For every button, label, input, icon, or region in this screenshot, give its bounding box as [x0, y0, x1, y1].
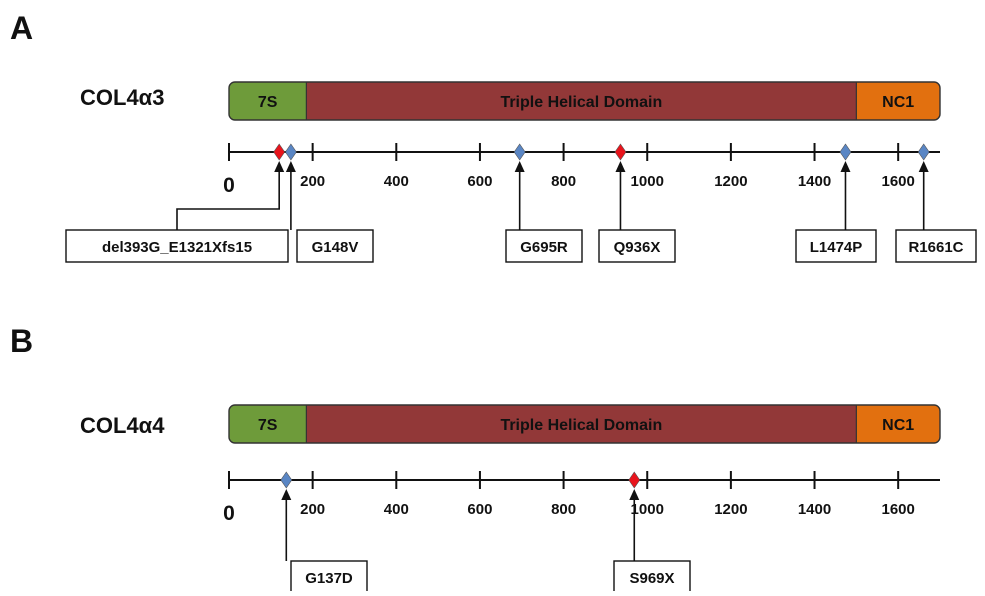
mutation-g137d: G137D: [280, 471, 368, 594]
tick-label: 1400: [798, 501, 831, 518]
mutation-label: L1474P: [810, 239, 863, 256]
domain-triple-helical: [306, 405, 857, 443]
position-axis: 200 400 600 800 1000 1200 1400 1600 0: [223, 143, 940, 197]
tick-label: 600: [467, 501, 492, 518]
mutation-del393g_e1321xfs15: del393G_E1321Xfs15: [65, 143, 289, 263]
protein-name: COL4α3: [80, 85, 164, 110]
tick-label: 200: [300, 173, 325, 190]
mutation-arrow: [918, 161, 929, 230]
mutation-marker: [280, 471, 293, 489]
zero-label: 0: [223, 502, 235, 525]
domain-7s: [229, 82, 307, 120]
mutation-r1661c: R1661C: [895, 143, 977, 263]
tick-label: 1000: [631, 173, 664, 190]
mutation-label: G137D: [305, 570, 353, 587]
domain-nc1: [856, 82, 940, 120]
tick-label: 600: [467, 173, 492, 190]
domain-7s: [229, 405, 307, 443]
mutation-arrow: [281, 489, 292, 561]
mutation-arrow: [285, 161, 296, 230]
domain-label: 7S: [258, 417, 278, 434]
domain-bar: 7S Triple Helical Domain NC1: [228, 81, 941, 121]
mutation-marker: [614, 143, 627, 161]
mutation-marker: [839, 143, 852, 161]
mutation-label: G148V: [312, 239, 359, 256]
mutation-l1474p: L1474P: [795, 143, 877, 263]
domain-label: 7S: [258, 94, 278, 111]
panel-letter: A: [10, 10, 33, 46]
mutation-label: S969X: [629, 570, 674, 587]
tick-label: 1600: [881, 501, 914, 518]
mutation-label: Q936X: [614, 239, 661, 256]
domain-nc1: [856, 405, 940, 443]
tick-label: 800: [551, 501, 576, 518]
panel-letter: B: [10, 323, 33, 359]
mutation-arrow: [176, 161, 285, 230]
mutation-label-box: [613, 560, 691, 594]
mutation-marker: [628, 471, 641, 489]
tick-label: 1200: [714, 173, 747, 190]
tick-label: 1400: [798, 173, 831, 190]
mutation-label-box: [296, 229, 374, 263]
panel-b: B COL4α4 7S Triple Helical Domain NC1 200 400 6…: [10, 323, 941, 594]
domain-bar: 7S Triple Helical Domain NC1: [228, 404, 941, 444]
mutation-arrow: [629, 489, 640, 561]
tick-label: 400: [384, 173, 409, 190]
tick-label: 1600: [881, 173, 914, 190]
mutation-label: R1661C: [908, 239, 963, 256]
mutation-marker: [513, 143, 526, 161]
tick-label: 1000: [631, 501, 664, 518]
mutation-marker: [917, 143, 930, 161]
tick-label: 800: [551, 173, 576, 190]
position-axis: 200 400 600 800 1000 1200 1400 1600 0: [223, 471, 940, 525]
mutation-marker: [285, 143, 297, 161]
mutation-g695r: G695R: [505, 143, 583, 263]
domain-label: Triple Helical Domain: [500, 417, 662, 434]
mutation-arrow: [514, 161, 525, 230]
tick-label: 200: [300, 501, 325, 518]
protein-name: COL4α4: [80, 413, 165, 438]
mutation-label-box: [65, 229, 289, 263]
panel-a: A COL4α3 7S Triple Helical Domain NC1 200 400 6…: [10, 10, 977, 263]
mutation-g148v: G148V: [285, 143, 374, 263]
mutation-s969x: S969X: [613, 471, 691, 594]
mutation-arrow: [615, 161, 626, 230]
mutation-marker: [273, 143, 286, 161]
domain-label: NC1: [882, 417, 914, 434]
mutation-label: G695R: [520, 239, 568, 256]
mutation-label-box: [895, 229, 977, 263]
mutation-label: del393G_E1321Xfs15: [102, 239, 252, 256]
mutation-q936x: Q936X: [598, 143, 676, 263]
domain-triple-helical: [306, 82, 857, 120]
domain-label: Triple Helical Domain: [500, 94, 662, 111]
tick-label: 400: [384, 501, 409, 518]
mutation-label-box: [598, 229, 676, 263]
mutation-label-box: [795, 229, 877, 263]
zero-label: 0: [223, 174, 235, 197]
domain-label: NC1: [882, 94, 914, 111]
tick-label: 1200: [714, 501, 747, 518]
mutation-label-box: [505, 229, 583, 263]
mutation-arrow: [840, 161, 851, 230]
